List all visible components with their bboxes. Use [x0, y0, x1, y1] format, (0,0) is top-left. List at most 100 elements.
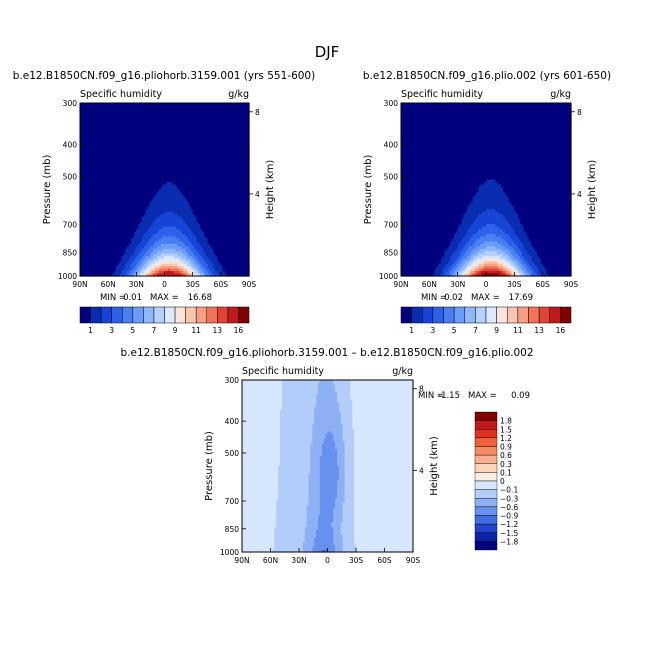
contour-cell [190, 248, 198, 252]
contour-cell [401, 194, 476, 198]
colorbar-box [443, 306, 455, 324]
contour-cell [333, 515, 344, 519]
contour-cell [467, 231, 478, 235]
contour-cell [337, 399, 353, 403]
contour-cell [200, 226, 250, 230]
contour-cell [476, 246, 487, 250]
contour-cell [132, 273, 136, 277]
contour-cell [280, 463, 311, 467]
contour-cell [503, 214, 519, 218]
contour-cell [337, 397, 351, 401]
contour-cell [504, 246, 514, 250]
contour-cell [354, 441, 414, 445]
colorbar-box [195, 306, 207, 324]
contour-cell [457, 246, 464, 250]
y-tick-label: 400 [225, 417, 240, 426]
contour-cell [242, 495, 279, 499]
contour-cell [354, 522, 414, 526]
contour-cell [319, 500, 336, 504]
contour-cell [461, 256, 468, 260]
contour-cell [80, 112, 250, 116]
contour-cell [316, 399, 338, 403]
contour-cell [514, 231, 527, 235]
contour-cell [145, 271, 151, 275]
y-tick-label: 1000 [379, 272, 398, 281]
colorbar-label: 7 [152, 326, 157, 335]
contour-cell [520, 266, 525, 270]
y-tick-label: 300 [63, 99, 78, 108]
contour-cell [242, 537, 275, 541]
contour-cell [242, 438, 281, 443]
contour-cell [499, 268, 504, 272]
contour-cell [508, 221, 521, 225]
contour-cell [335, 497, 346, 501]
contour-cell [147, 241, 156, 245]
contour-cell [138, 226, 151, 230]
contour-cell [217, 258, 250, 262]
colorbar-label: −1.8 [500, 537, 518, 546]
contour-cell [185, 233, 196, 238]
contour-cell [242, 478, 279, 482]
contour-cell [335, 549, 344, 553]
contour-cell [354, 463, 414, 467]
min-label: MIN = [418, 391, 444, 401]
contour-cell [340, 529, 355, 533]
contour-cell [183, 268, 188, 272]
contour-cell [310, 443, 323, 447]
contour-cell [194, 253, 201, 257]
contour-cell [401, 157, 572, 161]
contour-cell [448, 268, 453, 272]
contour-cell [312, 429, 344, 433]
contour-cell [452, 273, 457, 277]
contour-cell [333, 382, 351, 386]
contour-cell [503, 261, 510, 265]
contour-cell [523, 246, 534, 250]
contour-cell [308, 485, 321, 489]
contour-cell [278, 475, 310, 479]
colorbar-label: −0.6 [500, 503, 518, 512]
contour-cell [461, 273, 464, 277]
contour-cell [80, 251, 126, 255]
contour-cell [340, 416, 353, 420]
contour-cell [242, 542, 275, 546]
contour-cell [482, 268, 500, 272]
contour-cell [531, 256, 540, 260]
contour-cell [516, 268, 519, 272]
x-tick-label: 90N [234, 556, 249, 565]
contour-cell [198, 241, 209, 245]
contour-cell [302, 542, 315, 546]
contour-cell [476, 238, 506, 242]
colorbar-label: 1 [88, 326, 93, 335]
contour-cell [486, 224, 497, 228]
panel-plio: b.e12.B1850CN.f09_g16.plio.002 (yrs 601-… [363, 70, 611, 335]
contour-cell [145, 266, 149, 270]
panel-pliohorb: b.e12.B1850CN.f09_g16.pliohorb.3159.001 … [13, 70, 315, 335]
contour-cell [192, 256, 198, 260]
contour-cell [80, 229, 137, 233]
contour-cell [352, 421, 414, 425]
contour-cell [474, 271, 478, 275]
contour-cell [503, 266, 508, 270]
contour-cell [151, 271, 156, 275]
contour-cell [354, 431, 414, 435]
contour-cell [448, 261, 455, 265]
contour-cell [350, 384, 414, 388]
contour-cell [151, 256, 158, 260]
contour-cell [80, 248, 126, 252]
contour-cell [134, 258, 141, 262]
contour-cell [153, 196, 186, 200]
contour-cell [281, 399, 317, 403]
contour-cell [452, 238, 463, 242]
contour-cell [192, 266, 198, 270]
contour-cell [453, 236, 464, 240]
contour-cell [335, 446, 346, 450]
contour-cell [486, 233, 497, 238]
contour-cell [125, 263, 132, 267]
contour-cell [472, 261, 480, 265]
contour-cell [276, 524, 308, 529]
colorbar-label: 7 [473, 326, 478, 335]
contour-cell [472, 253, 480, 257]
contour-cell [499, 258, 506, 262]
contour-cell [531, 243, 572, 247]
contour-cell [278, 495, 310, 499]
